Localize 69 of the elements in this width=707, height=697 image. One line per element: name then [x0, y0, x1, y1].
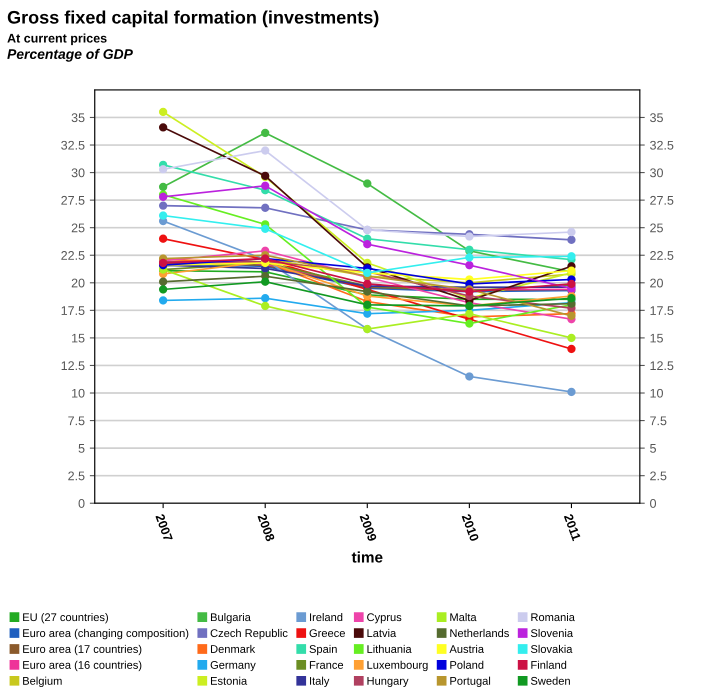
y-tick-label: 0 — [78, 499, 85, 508]
legend-label: Greece — [310, 629, 345, 638]
legend-label: Romania — [531, 612, 575, 622]
legend-label: Latvia — [367, 628, 396, 638]
y-axis-title: Percentage of GDP — [7, 48, 133, 62]
legend-label: Slovenia — [530, 628, 574, 638]
x-tick-label: 2007 — [155, 513, 173, 542]
legend-label: Estonia — [210, 676, 248, 685]
y-tick-label: 22.5 — [61, 251, 84, 260]
legend-label: Ireland — [310, 612, 342, 622]
legend-label: Luxembourg — [367, 660, 428, 672]
legend-label: Euro area (17 countries) — [23, 644, 142, 656]
y2-tick-label: 20 — [650, 278, 663, 288]
y-tick-label: 2.5 — [68, 471, 84, 480]
legend-label: Belgium — [23, 676, 62, 687]
y-tick-label: 7.5 — [68, 416, 84, 426]
y2-tick-label: 12.5 — [650, 361, 674, 370]
y2-tick-label: 22.5 — [650, 251, 674, 260]
x-tick-label: 2008 — [257, 513, 275, 542]
x-tick-label: 2011 — [564, 513, 582, 542]
y2-tick-label: 0 — [650, 499, 656, 508]
legend-label: Bulgaria — [210, 612, 251, 624]
legend-label: Malta — [450, 612, 477, 622]
y-tick-label: 20 — [72, 278, 85, 288]
legend-label: Hungary — [367, 677, 409, 687]
legend-label: Finland — [531, 660, 566, 669]
y-tick-label: 10 — [72, 388, 85, 398]
x-tick-label: 2009 — [360, 513, 378, 542]
y2-tick-label: 10 — [650, 388, 663, 398]
y2-tick-label: 32.5 — [650, 140, 674, 150]
chart-subtitle: At current prices — [7, 33, 107, 46]
x-axis-title: time — [352, 551, 382, 563]
y-tick-label: 32.5 — [61, 140, 84, 150]
legend-label: Portugal — [450, 676, 490, 687]
y2-tick-label: 30 — [650, 168, 663, 178]
y-tick-label: 12.5 — [62, 361, 84, 370]
legend-label: EU (27 countries) — [23, 612, 108, 624]
legend-label: Denmark — [210, 644, 256, 653]
y2-tick-label: 35 — [650, 113, 663, 122]
legend-label: Poland — [450, 660, 484, 669]
x-tick-label: 2010 — [462, 513, 480, 542]
legend-label: Cyprus — [367, 613, 402, 624]
legend-label: Euro area (16 countries) — [23, 660, 142, 672]
y-tick-label: 15 — [72, 334, 84, 343]
y2-tick-label: 27.5 — [650, 196, 674, 205]
y2-tick-label: 25 — [650, 223, 663, 232]
y2-tick-label: 5 — [650, 444, 656, 453]
legend-label: Sweden — [530, 676, 570, 685]
legend-label: Slovakia — [530, 644, 572, 653]
y-tick-label: 5 — [78, 444, 84, 453]
legend-label: France — [310, 661, 344, 669]
legend-label: Lithuania — [367, 644, 412, 653]
y2-tick-label: 15 — [650, 334, 663, 343]
legend-label: Germany — [210, 661, 256, 672]
y2-tick-label: 2.5 — [650, 471, 666, 480]
y-tick-label: 17.5 — [62, 306, 84, 316]
y2-tick-label: 17.5 — [650, 306, 674, 316]
legend-label: Austria — [449, 644, 484, 653]
y2-tick-label: 7.5 — [650, 416, 666, 426]
y-tick-label: 35 — [72, 113, 84, 122]
legend-label: Netherlands — [450, 628, 509, 638]
legend-label: Czech Republic — [210, 628, 288, 640]
y-tick-label: 30 — [72, 168, 85, 178]
chart-title: Gross fixed capital formation (investments) — [8, 10, 378, 28]
legend-label: Italy — [310, 676, 330, 687]
legend-label: Euro area (changing composition) — [23, 628, 188, 640]
y-tick-label: 25 — [72, 223, 84, 232]
y-tick-label: 27.5 — [61, 196, 84, 205]
legend-label: Spain — [310, 644, 337, 656]
